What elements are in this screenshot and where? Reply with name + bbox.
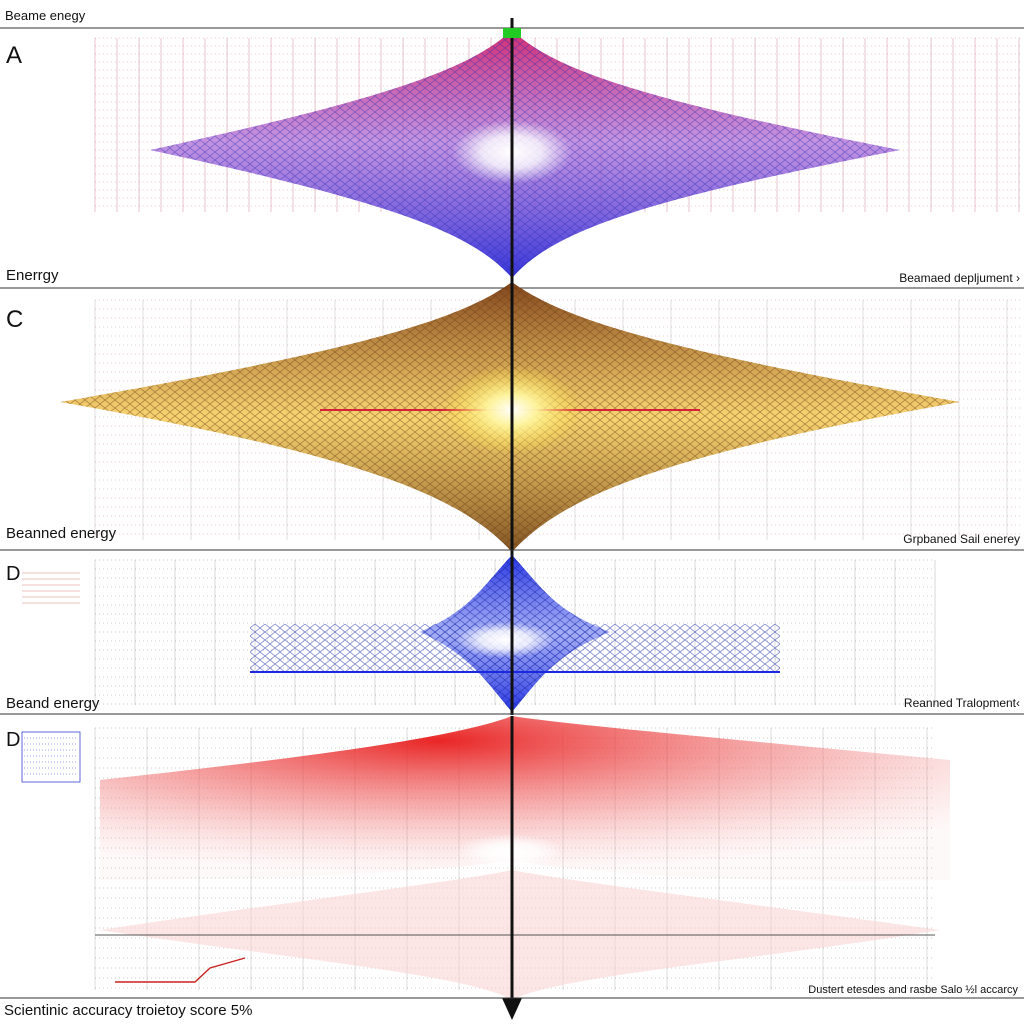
panel-d-red-letter: D: [6, 729, 21, 751]
panel-d-red-beam: [100, 716, 950, 881]
panel-d-red-glow: [455, 834, 565, 870]
panel-a-letter: A: [6, 42, 23, 69]
panel-c-caption-left: Beanned energy: [6, 525, 117, 542]
panel-d-blue-caption-right: Reanned Tralopment‹: [903, 696, 1020, 710]
panel-d-blue-caption-left: Beand energy: [6, 695, 100, 712]
panel-d-blue-glow: [455, 622, 555, 658]
panel-d-blue-letter: D: [6, 563, 21, 585]
panel-c: [0, 282, 1024, 556]
top-label: Beame enegy: [5, 8, 86, 23]
panel-a-caption-left: Enerrgy: [6, 267, 59, 284]
bottom-right-label: Dustert etesdes and rasbe Salo ½l accarc…: [808, 984, 1018, 996]
axis-arrow-down-icon: [502, 998, 522, 1020]
panel-d-blue-mini-legend: [22, 568, 80, 608]
panel-d-red-mini-legend: [21, 731, 81, 783]
bottom-left-label: Scientinic accuracy troietoy score 5%: [4, 1002, 253, 1019]
panel-a: [0, 18, 1024, 289]
panel-d-red: [0, 716, 1024, 1020]
green-marker-icon: [503, 28, 521, 38]
panel-c-caption-right: Grpbaned Sail enerey: [903, 532, 1020, 546]
panel-d-red-trace: [115, 957, 246, 983]
panel-a-caption-right: Beamaed depljument ›: [899, 271, 1020, 285]
panel-c-letter: C: [6, 306, 24, 333]
panel-d-blue: [0, 555, 1024, 715]
